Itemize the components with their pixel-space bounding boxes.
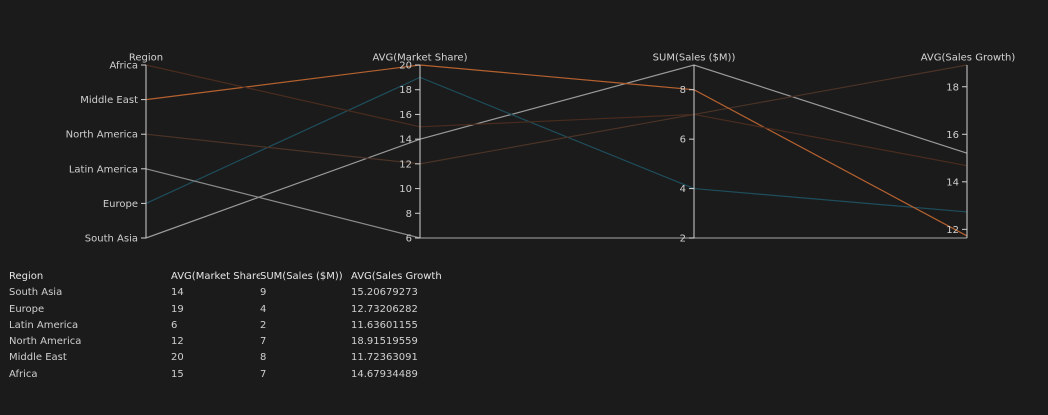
- tick-label-middle-east: Middle East: [80, 95, 138, 106]
- table-cell-growth: 18.91519559: [351, 336, 418, 348]
- table-cell-market-share: 20: [171, 352, 184, 364]
- axis-title-avg-sales-growth: AVG(Sales Growth): [921, 53, 1016, 64]
- table-cell-market-share: 15: [171, 368, 184, 380]
- tick-label-16: 16: [399, 110, 412, 121]
- table-cell-growth: 11.63601155: [351, 319, 418, 331]
- tick-label-14: 14: [399, 135, 412, 146]
- axis-region: Africa Middle East North America Latin Amer…: [66, 53, 164, 245]
- tick-label-6: 6: [680, 135, 686, 146]
- tick-label-4: 4: [680, 184, 686, 195]
- header-market-share: AVG(Market Share): [171, 271, 260, 282]
- series-line-africa: [145, 64, 968, 167]
- table-cell-sales: 9: [260, 287, 267, 299]
- tick-label-south-asia: South Asia: [85, 234, 138, 245]
- tick-label-12: 12: [399, 159, 412, 170]
- tick-label-10: 10: [399, 184, 412, 195]
- tick-label-2: 2: [680, 234, 686, 245]
- series-line-north-america: [145, 64, 968, 165]
- table-cell-market-share: 12: [171, 336, 184, 348]
- table-cell-sales: 8: [260, 352, 267, 364]
- series-line-south-asia: [145, 64, 968, 239]
- tick-label-16: 16: [946, 130, 959, 141]
- table-cell-growth: 14.67934489: [351, 368, 418, 380]
- table-cell-growth: 11.72363091: [351, 352, 418, 364]
- table-cell-region: Africa: [9, 368, 38, 380]
- tick-label-18: 18: [399, 85, 412, 96]
- table-cell-sales: 7: [260, 336, 267, 348]
- tick-label-europe: Europe: [103, 199, 138, 210]
- table-cell-market-share: 19: [171, 303, 184, 315]
- axis-sum-sales-m: 2 4 6 8 SUM(Sales ($M)): [653, 53, 736, 245]
- axis-title-sum-sales-m: SUM(Sales ($M)): [653, 53, 736, 64]
- tick-label-africa: Africa: [109, 61, 138, 72]
- table-cell-sales: 2: [260, 319, 267, 331]
- series-line-europe: [145, 76, 968, 213]
- table-cell-sales: 4: [260, 303, 267, 315]
- header-sales-growth: AVG(Sales Growth): [351, 271, 441, 282]
- table-cell-region: Europe: [9, 303, 45, 315]
- table-cell-growth: 12.73206282: [351, 303, 418, 315]
- table-cell-region: North America: [9, 336, 82, 348]
- tick-label-18: 18: [946, 82, 959, 93]
- tick-label-12: 12: [946, 225, 959, 236]
- tick-label-8: 8: [680, 85, 686, 96]
- tick-label-latin-america: Latin America: [69, 164, 138, 175]
- tick-label-14: 14: [946, 177, 959, 188]
- series-line-latin-america: [145, 168, 967, 239]
- header-region: Region: [9, 271, 44, 282]
- tick-label-north-america: North America: [66, 130, 138, 141]
- table-cell-region: South Asia: [9, 287, 63, 299]
- axis-avg-sales-growth: 12 14 16 18 AVG(Sales Growth): [921, 53, 1016, 238]
- table-cell-sales: 7: [260, 368, 267, 380]
- table-cell-region: Latin America: [9, 319, 79, 331]
- table-cell-growth: 15.20679273: [351, 287, 418, 299]
- tick-label-8: 8: [406, 209, 412, 220]
- series-line-middle-east: [145, 64, 968, 237]
- axis-title-region: Region: [129, 53, 163, 64]
- tick-label-20: 20: [399, 61, 412, 72]
- table-cell-market-share: 14: [171, 287, 184, 299]
- header-sales: SUM(Sales ($M)): [260, 271, 343, 282]
- table-cell-region: Middle East: [9, 352, 67, 364]
- axis-title-avg-market-share: AVG(Market Share): [372, 53, 467, 64]
- parallel-coordinates-chart: Africa Middle East North America Latin Amer…: [66, 53, 1016, 245]
- tick-label-6: 6: [406, 234, 412, 245]
- table-cell-market-share: 6: [171, 319, 178, 331]
